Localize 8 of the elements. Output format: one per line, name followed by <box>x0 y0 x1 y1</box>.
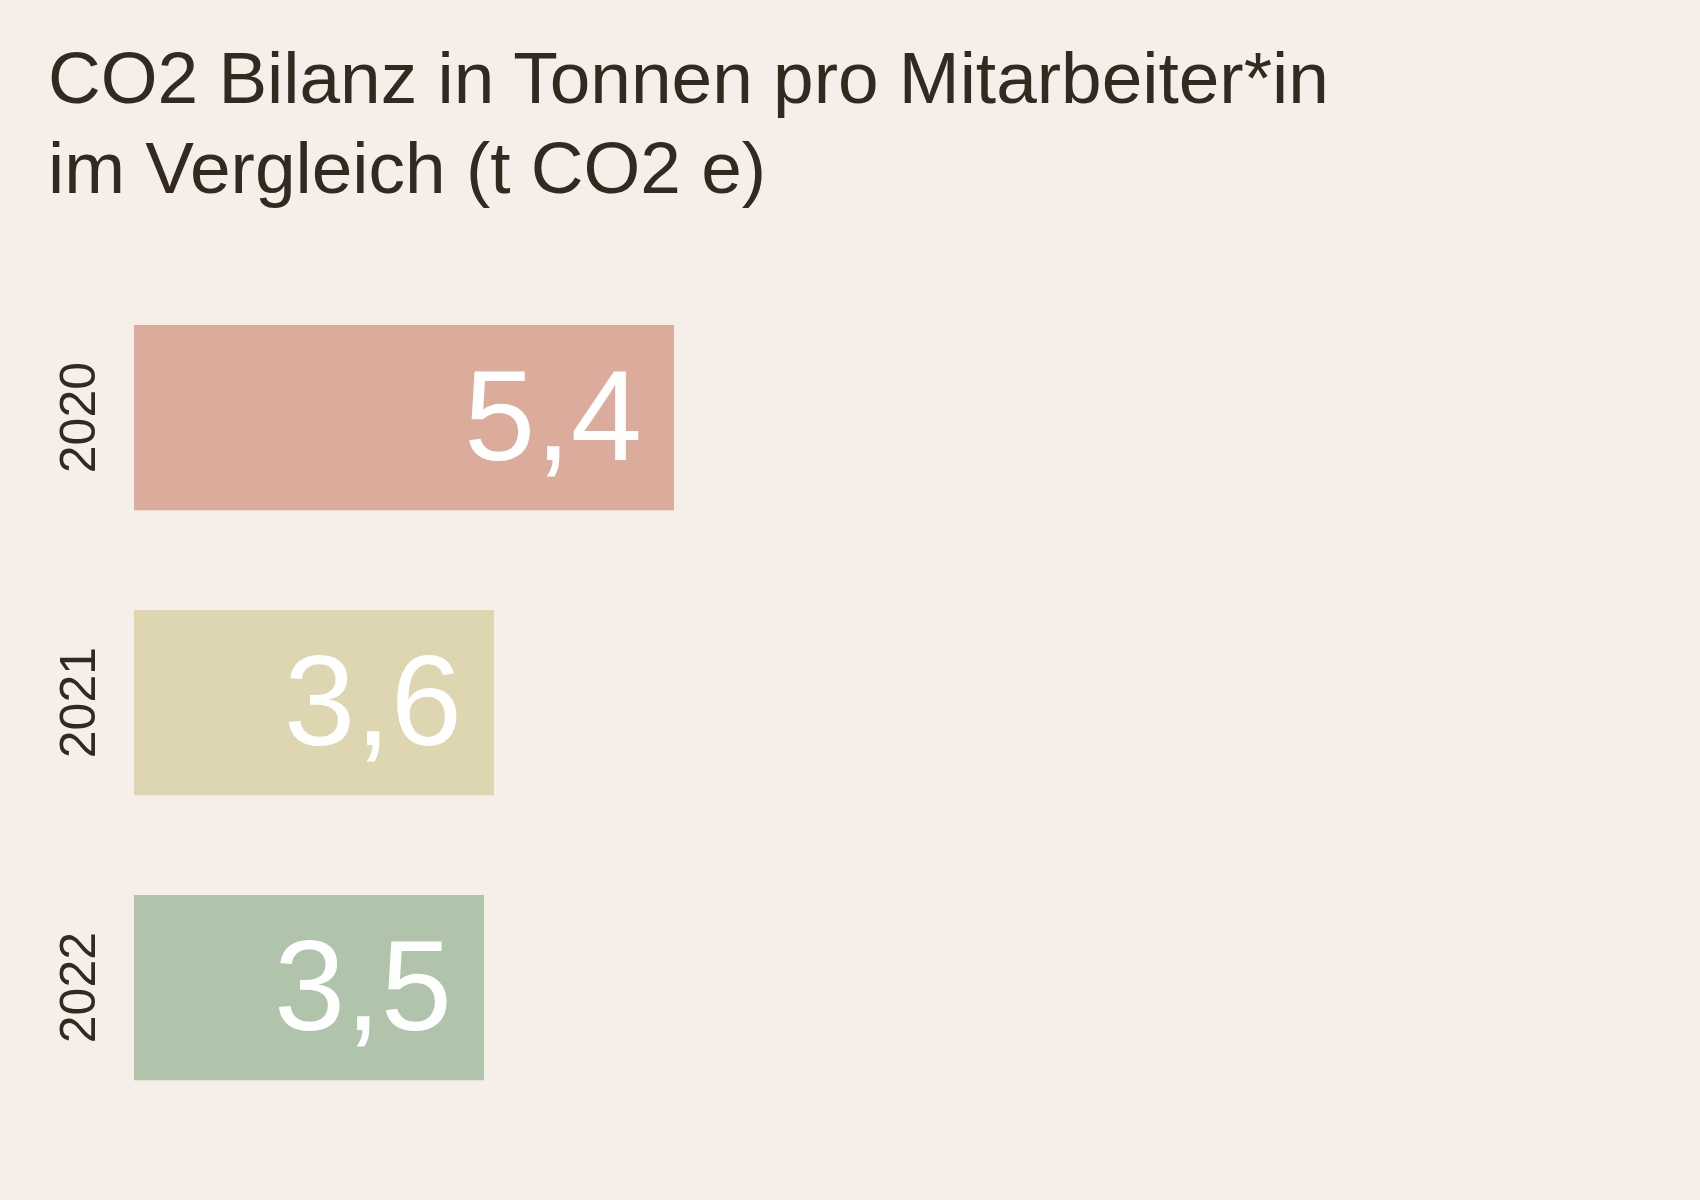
y-tick-label: 2021 <box>49 647 106 759</box>
text: CO2 Bilanz in Tonnen pro Mitarbeiter*in <box>48 37 1329 118</box>
data-label: 5,4 <box>464 343 642 487</box>
text: im Vergleich (t CO2 e) <box>48 127 767 208</box>
data-label: 3,6 <box>284 628 462 772</box>
data-label: 3,5 <box>274 913 452 1057</box>
y-tick-label: 2022 <box>49 932 106 1044</box>
y-tick-label: 2020 <box>49 362 106 474</box>
